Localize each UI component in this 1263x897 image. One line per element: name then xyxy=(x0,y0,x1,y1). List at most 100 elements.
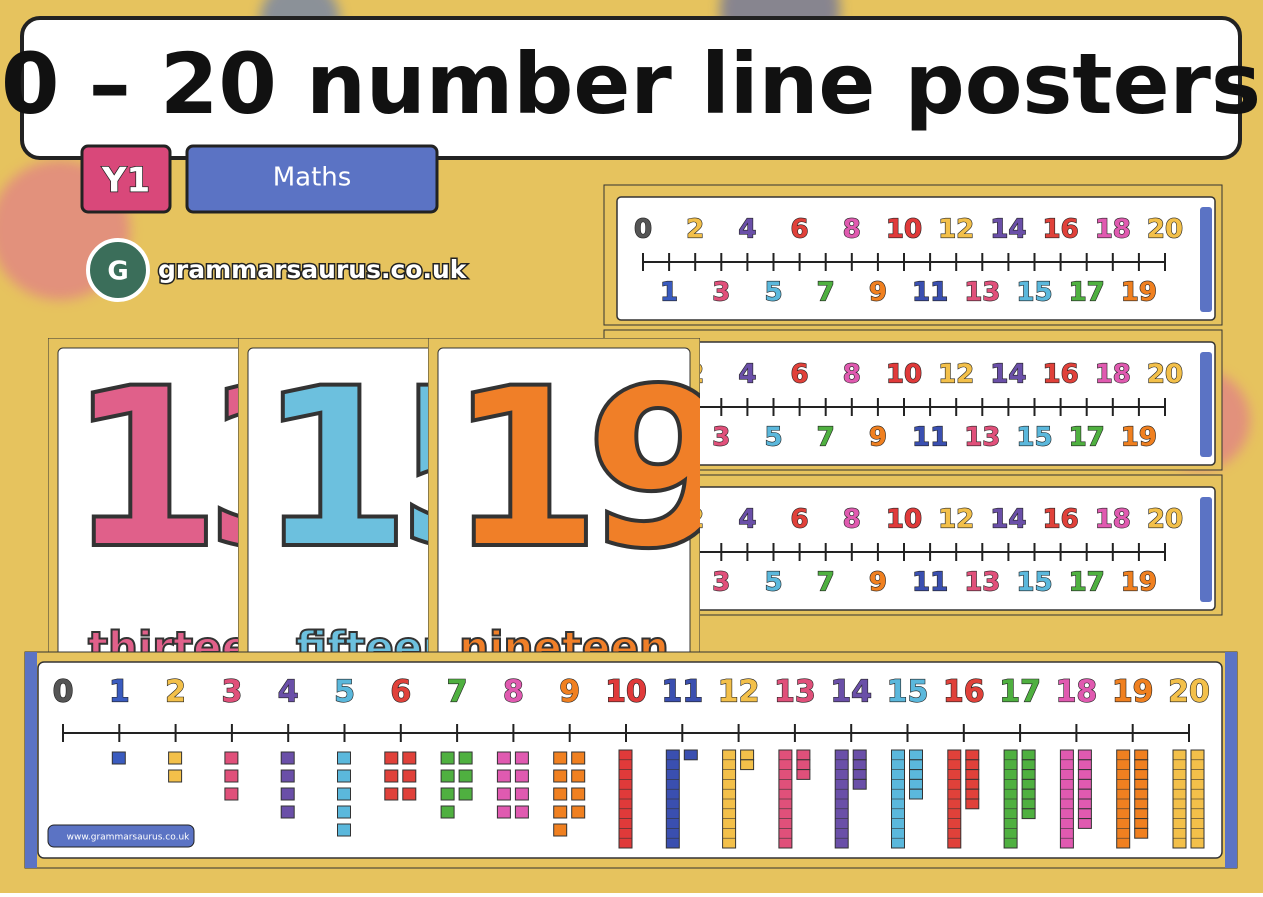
unit-cube xyxy=(402,769,417,783)
unit-cube xyxy=(440,769,455,783)
footer: www.grammarsaurus.co.uk xyxy=(67,833,191,843)
unit-cube xyxy=(1077,759,1092,771)
number-label: 17 xyxy=(1069,568,1105,598)
blocks xyxy=(280,751,295,819)
number-label: 20 xyxy=(1147,505,1183,535)
unit-cube xyxy=(337,805,351,819)
unit-cube xyxy=(514,769,529,783)
number-label: 12 xyxy=(938,505,974,535)
number-label: 7 xyxy=(447,675,468,710)
number-label: 15 xyxy=(887,675,929,710)
unit-cube xyxy=(1021,769,1036,780)
logo xyxy=(86,238,150,302)
unit-cube xyxy=(337,751,351,765)
number-label: 0 xyxy=(634,215,652,245)
number-label: 6 xyxy=(390,675,411,710)
number-label: 3 xyxy=(221,675,242,710)
blocks xyxy=(1059,749,1092,849)
number-label: 17 xyxy=(999,675,1041,710)
number-label: 5 xyxy=(764,568,782,598)
unit-cube xyxy=(111,751,126,765)
number-label: 5 xyxy=(334,675,355,710)
number-label: 18 xyxy=(1095,360,1131,390)
unit-cube xyxy=(384,769,399,783)
unit-cube xyxy=(496,769,511,783)
unit-cube xyxy=(168,751,183,765)
number-label: 6 xyxy=(791,505,809,535)
number-label: 12 xyxy=(938,215,974,245)
number-label: 3 xyxy=(712,423,730,453)
number-label: 16 xyxy=(1043,360,1079,390)
unit-cube xyxy=(852,749,867,761)
unit-cube xyxy=(553,805,568,819)
number-label: 15 xyxy=(1016,568,1052,598)
unit-cube xyxy=(796,749,811,761)
blocks xyxy=(553,751,586,837)
number-label: 9 xyxy=(559,675,580,710)
unit-cube xyxy=(440,751,455,765)
number-label: 14 xyxy=(990,360,1026,390)
unit-cube xyxy=(571,769,586,783)
unit-cube xyxy=(1021,778,1036,790)
unit-cube xyxy=(553,751,568,765)
unit-cube xyxy=(852,778,867,790)
number-label: 6 xyxy=(791,360,809,390)
blocks xyxy=(337,751,351,837)
year-badge xyxy=(80,144,172,214)
unit-cube xyxy=(514,805,529,819)
unit-cube xyxy=(553,769,568,783)
unit-cube xyxy=(1134,759,1149,771)
unit-cube xyxy=(852,769,867,780)
card-numeral: 19 xyxy=(448,341,724,597)
unit-cube xyxy=(337,769,351,783)
unit-cube xyxy=(280,769,295,783)
unit-cube xyxy=(402,787,417,801)
blocks xyxy=(224,751,239,801)
unit-cube xyxy=(337,787,351,801)
unit-cube xyxy=(458,769,473,783)
unit-cube xyxy=(440,787,455,801)
unit-cube xyxy=(1077,808,1092,820)
unit-cube xyxy=(280,751,295,765)
unit-cube xyxy=(1021,788,1036,800)
number-label: 2 xyxy=(165,675,186,710)
unit-cube xyxy=(965,769,980,780)
number-label: 16 xyxy=(943,675,985,710)
number-label: 7 xyxy=(817,423,835,453)
number-label: 17 xyxy=(1069,278,1105,308)
blocks xyxy=(384,751,417,801)
title: 0 – 20 number line posters xyxy=(1,35,1261,133)
number-label: 14 xyxy=(830,675,872,710)
number-label: 4 xyxy=(738,215,756,245)
number-label: 19 xyxy=(1121,568,1157,598)
unit-cube xyxy=(553,787,568,801)
number-label: 16 xyxy=(1043,215,1079,245)
number-label: 5 xyxy=(764,278,782,308)
unit-cube xyxy=(384,751,399,765)
number-label: 7 xyxy=(817,568,835,598)
number-label: 13 xyxy=(964,423,1000,453)
number-label: 9 xyxy=(869,423,887,453)
number-label: 18 xyxy=(1095,505,1131,535)
number-label: 20 xyxy=(1147,215,1183,245)
unit-cube xyxy=(514,787,529,801)
unit-cube xyxy=(224,787,239,801)
brand: grammarsaurus.co.uk xyxy=(158,255,468,284)
number-label: 13 xyxy=(774,675,816,710)
number-label: 19 xyxy=(1121,278,1157,308)
unit-cube xyxy=(514,751,529,765)
number-label: 2 xyxy=(686,215,704,245)
unit-cube xyxy=(224,769,239,783)
blocks xyxy=(1116,749,1149,849)
unit-cube xyxy=(740,749,755,761)
number-label: 11 xyxy=(912,278,948,308)
number-label: 8 xyxy=(843,215,861,245)
unit-cube xyxy=(402,751,417,765)
unit-cube xyxy=(1077,769,1092,780)
number-label: 7 xyxy=(817,278,835,308)
unit-cube xyxy=(909,749,923,761)
unit-cube xyxy=(496,751,511,765)
